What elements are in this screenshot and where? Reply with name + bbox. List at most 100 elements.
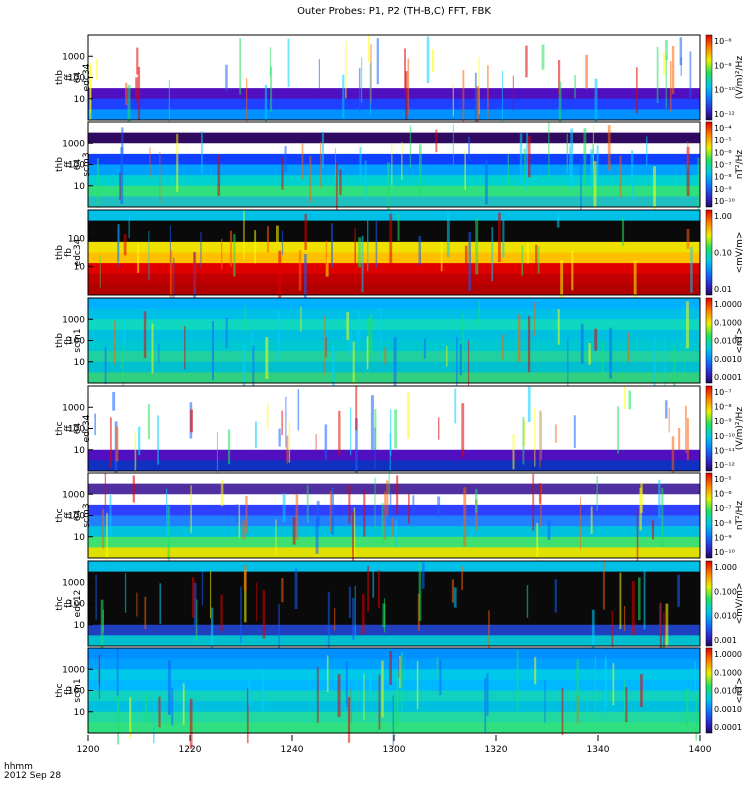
colorbar-tick-label: 10⁻⁹ — [714, 417, 732, 426]
spectrogram-streak — [364, 160, 367, 203]
spectrogram-streak — [147, 403, 150, 440]
spectrogram-streak — [201, 571, 204, 606]
spectrogram-band — [88, 386, 700, 398]
panel-label-line: fb — [64, 248, 74, 257]
spectrogram-streak — [588, 343, 591, 365]
spectrogram-band — [88, 35, 700, 47]
colorbar-tick-label: 10⁻⁹ — [714, 185, 732, 194]
spectrogram-streak — [278, 250, 282, 309]
spectrogram-streak — [246, 688, 249, 744]
colorbar-tick-label: 0.010 — [714, 612, 737, 621]
spectrogram-streak — [309, 156, 312, 203]
spectrogram-streak — [571, 251, 574, 291]
spectrogram-streak — [653, 166, 656, 213]
spectrogram-streak — [193, 582, 197, 627]
spectrogram-streak — [391, 143, 393, 186]
colorbar-tick-label: 10⁻⁸ — [714, 61, 732, 70]
spectrogram-streak — [137, 66, 141, 120]
spectrogram-band — [88, 582, 700, 594]
spectrogram-streak — [355, 418, 358, 476]
spectrogram-band — [88, 56, 700, 68]
spectrogram-band — [88, 690, 700, 702]
spectrogram-streak — [464, 150, 466, 190]
spectrogram-band — [88, 252, 700, 264]
spectrogram-streak — [585, 54, 588, 89]
spectrogram-streak — [370, 395, 374, 450]
spectrogram-streak — [392, 695, 394, 747]
spectrogram-band — [88, 439, 700, 451]
spectrogram-streak — [349, 407, 352, 456]
spectrogram-streak — [96, 158, 99, 208]
spectrogram-streak — [316, 500, 320, 527]
spectrogram-streak — [282, 493, 286, 523]
spectrogram-band — [88, 679, 700, 691]
spectrogram-streak — [663, 611, 665, 667]
spectrogram-streak — [694, 662, 697, 692]
spectrogram-streak — [191, 577, 195, 618]
spectrogram-streak — [512, 434, 515, 470]
spectrogram-streak — [464, 245, 468, 267]
spectrogram-streak — [540, 484, 542, 527]
panel-label-line: thb — [55, 333, 65, 348]
spectrogram-streak — [468, 232, 471, 291]
spectrogram-streak — [401, 142, 403, 181]
colorbar-label: (V/m)²/Hz — [735, 56, 745, 99]
y-tick-label: 1000 — [62, 665, 85, 675]
y-tick-label: 1000 — [62, 403, 85, 413]
spectrogram-streak — [138, 426, 141, 455]
panel-thc-fb-edc12: thc fb edc12 10 100 1000 1.000 0.100 0.010 0.001 <… — [55, 560, 745, 667]
spectrogram-streak — [640, 674, 643, 708]
spectrogram-streak — [171, 688, 174, 726]
y-tick-label: 100 — [68, 425, 85, 435]
spectrogram-streak — [277, 311, 280, 360]
spectrogram-streak — [590, 149, 593, 189]
spectrogram-streak — [439, 659, 442, 696]
spectrogram-streak — [221, 238, 223, 270]
spectrogram-streak — [225, 64, 228, 92]
colorbar-tick-label: 10⁻⁹ — [714, 533, 732, 542]
spectrogram-streak — [169, 250, 173, 304]
spectrogram-band — [88, 263, 700, 275]
spectrogram-streak — [560, 260, 564, 305]
spectrogram-streak — [488, 610, 490, 664]
spectrogram-streak — [526, 585, 529, 618]
spectrogram-streak — [686, 418, 689, 461]
spectrogram-streak — [339, 169, 342, 196]
x-tick-label: 1400 — [689, 745, 712, 755]
spectrogram-streak — [576, 695, 579, 724]
spectrogram-streak — [372, 566, 375, 598]
spectrogram-streak — [358, 311, 361, 340]
x-tick-label: 1240 — [281, 745, 304, 755]
colorbar-tick-label: 10⁻¹² — [714, 110, 735, 119]
spectrogram-band — [88, 77, 700, 89]
spectrogram-streak — [252, 345, 255, 388]
spectrogram-streak — [624, 691, 626, 720]
panel-thb-ff-64-edc34: thb ff 64 edc34 10 100 1000 10⁻⁶ 10⁻⁸ 10⁻¹⁰ 10⁻¹² (… — [55, 34, 745, 139]
spectrogram-streak — [695, 694, 697, 741]
spectrogram-streak — [623, 386, 626, 409]
spectrogram-streak — [534, 657, 537, 685]
spectrogram-streak — [656, 47, 659, 104]
spectrogram-streak — [485, 159, 488, 205]
spectrogram-streak — [346, 312, 349, 341]
spectrogram-streak — [381, 502, 384, 544]
panel-thc-ff-64-edc34: thc ff 64 edc34 10 100 1000 10⁻⁷ 10⁻⁸ 10⁻⁹ 10⁻¹⁰ 10… — [55, 385, 745, 488]
spectrogram-streak — [484, 677, 487, 733]
spectrogram-streak — [636, 67, 638, 114]
spectrogram-streak — [401, 652, 403, 710]
spectrogram-streak — [113, 320, 116, 365]
panel-label-line: thb — [55, 70, 65, 85]
spectrogram-streak — [352, 341, 355, 385]
spectrogram-band — [88, 428, 700, 440]
spectrogram-streak — [437, 496, 441, 517]
date-label: 2012 Sep 28 — [4, 771, 62, 781]
spectrogram-band — [88, 483, 700, 495]
panel-label-line: thc — [55, 421, 65, 435]
colorbar — [705, 472, 713, 559]
spectrogram-streak — [378, 674, 381, 730]
spectrogram-streak — [248, 679, 251, 705]
spectrogram-streak — [380, 307, 382, 362]
spectrogram-streak — [239, 38, 242, 95]
spectrogram-thc-fb-edc12 — [88, 561, 700, 667]
spectrogram-band — [88, 614, 700, 626]
